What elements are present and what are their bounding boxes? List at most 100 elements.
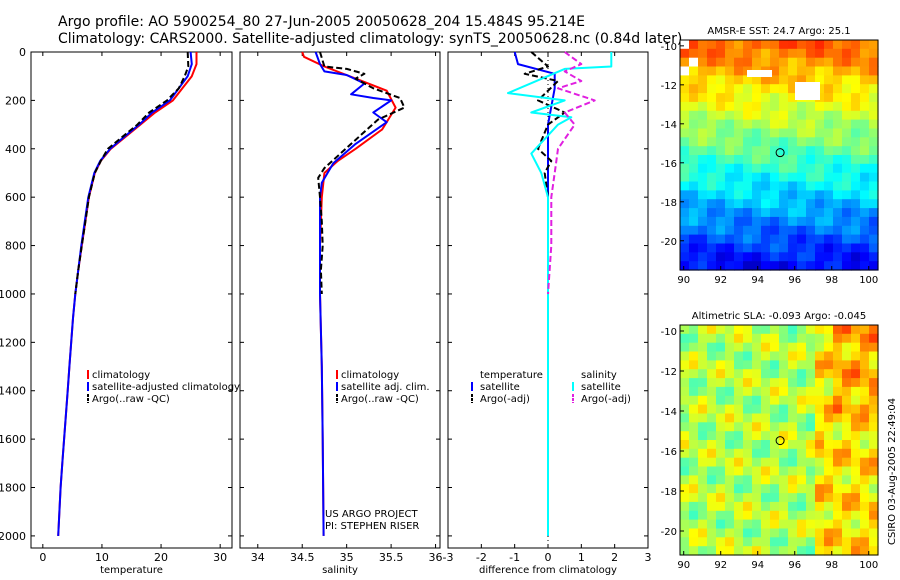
map-cell — [824, 137, 834, 147]
map-cell — [743, 537, 753, 547]
map-cell — [788, 199, 798, 209]
map-cell — [680, 431, 690, 441]
map-cell — [680, 378, 690, 388]
map-cell — [689, 101, 699, 112]
map-cell — [824, 378, 834, 388]
map-cell — [734, 431, 744, 441]
map-cell — [716, 84, 726, 94]
map-cell — [680, 75, 690, 85]
map-cell — [698, 510, 708, 521]
legend-label: Argo(..raw -QC) — [92, 394, 170, 405]
map-x-tick-label: 92 — [714, 560, 727, 571]
map-cell — [743, 333, 753, 344]
map-cell — [806, 510, 816, 521]
map-cell — [842, 40, 852, 50]
map-cell — [761, 75, 771, 85]
map-cell — [815, 342, 825, 353]
map-cell — [716, 519, 726, 529]
map-cell — [779, 440, 789, 450]
map-cell — [689, 493, 699, 503]
map-cell — [797, 48, 807, 59]
map-cell — [761, 48, 771, 59]
map-cell — [698, 386, 708, 397]
map-cell — [779, 75, 789, 85]
map-x-tick-label: 90 — [677, 275, 690, 286]
map-cell — [806, 440, 816, 450]
map-cell — [860, 101, 870, 112]
map-cell — [833, 413, 843, 423]
map-cell — [761, 93, 771, 103]
map-cell — [824, 351, 834, 361]
legend-label: Argo(-adj) — [581, 394, 631, 405]
map-cell — [680, 422, 690, 432]
map-cell — [770, 440, 780, 450]
map-cell — [806, 128, 816, 138]
map-cell — [689, 243, 699, 253]
map-cell — [869, 466, 879, 476]
map-cell — [806, 57, 816, 68]
map-cell — [680, 57, 690, 68]
map-cell — [815, 386, 825, 397]
map-cell — [680, 484, 690, 494]
x-axis-label: salinity — [322, 565, 358, 576]
map-cell — [752, 252, 762, 262]
map-cell — [680, 342, 690, 353]
map-cell — [707, 519, 717, 529]
map-cell — [860, 146, 870, 156]
map-cell — [815, 216, 825, 227]
map-cell — [815, 422, 825, 432]
map-cell — [779, 119, 789, 129]
map-cell — [815, 252, 825, 262]
map-cell — [716, 537, 726, 547]
map-cell — [806, 75, 816, 85]
map-cell — [869, 243, 879, 253]
map-cell — [842, 378, 852, 388]
map-cell — [689, 199, 699, 209]
map-cell — [797, 333, 807, 344]
map-cell — [869, 351, 879, 361]
map-cell — [770, 422, 780, 432]
map-cell — [833, 163, 843, 174]
map-cell — [716, 163, 726, 174]
map-cell — [797, 342, 807, 353]
map-cell — [788, 84, 798, 94]
map-cell — [698, 110, 708, 121]
map-cell — [725, 475, 735, 485]
map-cell — [734, 181, 744, 191]
map-cell — [680, 190, 690, 200]
map-cell — [860, 40, 870, 50]
y-tick-label: 1600 — [0, 433, 26, 446]
map-cell — [851, 413, 861, 423]
map-cell — [842, 519, 852, 529]
map-cell — [689, 93, 699, 103]
map-cell — [770, 163, 780, 174]
map-y-tick-label: -16 — [661, 447, 677, 458]
map-cell — [788, 216, 798, 227]
map-cell — [725, 261, 735, 271]
argo-position-marker — [775, 148, 785, 158]
map-cell — [761, 369, 771, 379]
map-cell — [842, 137, 852, 147]
x-tick-label: 35.5 — [379, 551, 404, 564]
map-cell — [833, 448, 843, 459]
map-cell — [770, 243, 780, 253]
map-cell — [851, 93, 861, 103]
map-cell — [860, 457, 870, 468]
map-cell — [851, 252, 861, 262]
map-cell — [716, 208, 726, 218]
map-cell — [851, 48, 861, 59]
map-cell — [680, 234, 690, 244]
map-cell — [815, 404, 825, 414]
map-cell — [680, 493, 690, 503]
map-cell — [716, 493, 726, 503]
map-cell — [860, 342, 870, 353]
map-cell — [680, 528, 690, 538]
map-cell — [824, 190, 834, 200]
map-cell — [707, 475, 717, 485]
map-x-tick-label: 98 — [825, 560, 838, 571]
map-cell — [806, 163, 816, 174]
map-cell — [815, 199, 825, 209]
map-cell — [761, 225, 771, 236]
map-cell — [716, 431, 726, 441]
map-cell — [797, 190, 807, 200]
